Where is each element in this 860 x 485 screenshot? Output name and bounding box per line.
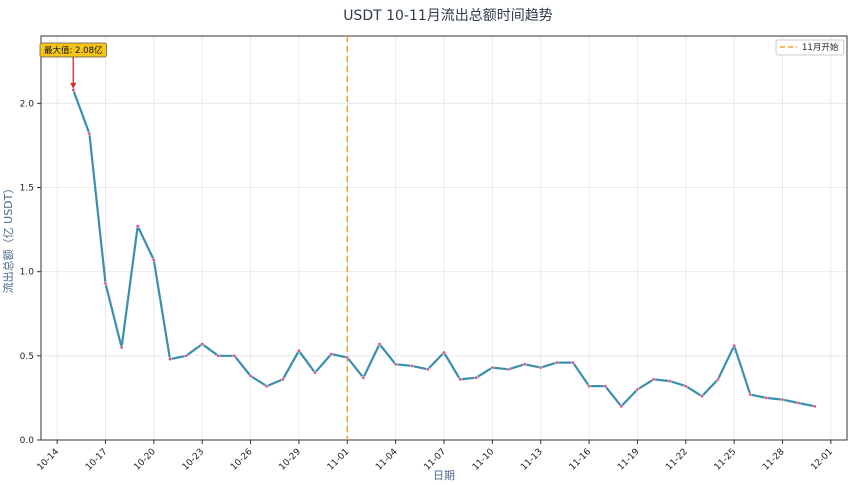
annotation-arrowhead xyxy=(70,82,77,89)
data-point xyxy=(603,384,608,388)
data-point xyxy=(474,375,479,380)
x-tick-label: 11-01 xyxy=(326,447,352,473)
x-tick-label: 10-29 xyxy=(277,447,303,473)
x-tick-label: 10-26 xyxy=(229,447,255,473)
x-tick-label: 11-10 xyxy=(471,447,497,473)
data-point xyxy=(151,258,156,262)
x-tick-label: 12-01 xyxy=(809,447,835,473)
data-point xyxy=(297,348,301,353)
data-point xyxy=(361,375,366,380)
x-tick-label: 11-04 xyxy=(374,447,400,473)
data-point xyxy=(184,353,188,358)
data-point xyxy=(571,360,575,365)
legend-box xyxy=(775,39,845,56)
y-tick-label: 1.5 xyxy=(20,184,34,194)
data-point xyxy=(619,404,624,409)
y-tick-label: 1.0 xyxy=(20,268,35,278)
data-point xyxy=(345,355,350,360)
data-point xyxy=(393,362,398,367)
x-tick-label: 10-20 xyxy=(132,447,158,473)
x-tick-label: 11-16 xyxy=(568,447,594,473)
x-tick-label: 10-17 xyxy=(84,447,110,473)
data-point xyxy=(329,352,334,356)
data-point xyxy=(103,281,108,286)
grid xyxy=(41,36,847,441)
data-point xyxy=(716,377,720,382)
x-tick-label: 11-19 xyxy=(616,447,642,473)
data-point xyxy=(426,367,430,372)
y-tick-label: 0.0 xyxy=(20,436,35,446)
data-point xyxy=(538,365,543,370)
data-point xyxy=(748,392,753,397)
legend: 11月开始 xyxy=(775,39,845,56)
data-point xyxy=(442,350,446,355)
data-point xyxy=(409,364,414,368)
annotation-text: 最大值: 2.08亿 xyxy=(44,45,103,56)
chart-title: USDT 10-11月流出总额时间趋势 xyxy=(343,8,553,24)
data-point xyxy=(313,370,317,375)
data-point xyxy=(248,374,253,378)
data-point xyxy=(522,362,527,367)
x-tick-label: 10-23 xyxy=(181,447,207,473)
data-point xyxy=(264,384,269,388)
data-point xyxy=(135,224,140,229)
data-point xyxy=(651,377,656,382)
data-point xyxy=(796,401,801,405)
data-point xyxy=(764,396,769,400)
data-point xyxy=(780,397,785,402)
x-axis: 10-14 10-17 10-20 10-23 10-26 10-29 11-01 11-04… xyxy=(36,440,835,473)
x-axis-label: 日期 xyxy=(433,469,455,482)
data-point xyxy=(232,353,237,358)
max-annotation: 最大值: 2.08亿 xyxy=(39,42,107,89)
data-point xyxy=(700,394,704,399)
legend-label: 11月开始 xyxy=(802,42,839,53)
data-point xyxy=(216,353,221,358)
data-point xyxy=(732,343,737,348)
y-axis-label: 流出总额（亿 USDT） xyxy=(1,183,15,294)
data-point xyxy=(683,384,688,388)
annotation-box xyxy=(39,42,107,58)
data-point xyxy=(812,404,817,409)
y-axis: 0.0 0.5 1.0 1.5 2.0 xyxy=(20,99,41,446)
data-point xyxy=(506,367,511,372)
data-point xyxy=(119,345,124,350)
data-point xyxy=(200,342,205,346)
x-tick-label: 11-25 xyxy=(713,447,739,473)
data-point xyxy=(635,387,640,392)
y-tick-label: 0.5 xyxy=(20,352,34,362)
data-point xyxy=(554,360,559,365)
y-tick-label: 2.0 xyxy=(20,99,35,109)
data-point xyxy=(587,384,591,388)
x-tick-label: 11-22 xyxy=(664,447,690,473)
series-markers xyxy=(71,88,817,409)
data-point xyxy=(168,357,172,362)
x-tick-label: 11-28 xyxy=(761,447,787,473)
x-tick-label: 11-13 xyxy=(519,447,545,473)
x-tick-label: 10-14 xyxy=(36,447,62,473)
data-point xyxy=(87,131,92,136)
data-point xyxy=(377,342,382,346)
data-point xyxy=(280,377,285,382)
data-point xyxy=(458,377,462,382)
data-point xyxy=(667,379,672,383)
data-point xyxy=(490,365,495,370)
